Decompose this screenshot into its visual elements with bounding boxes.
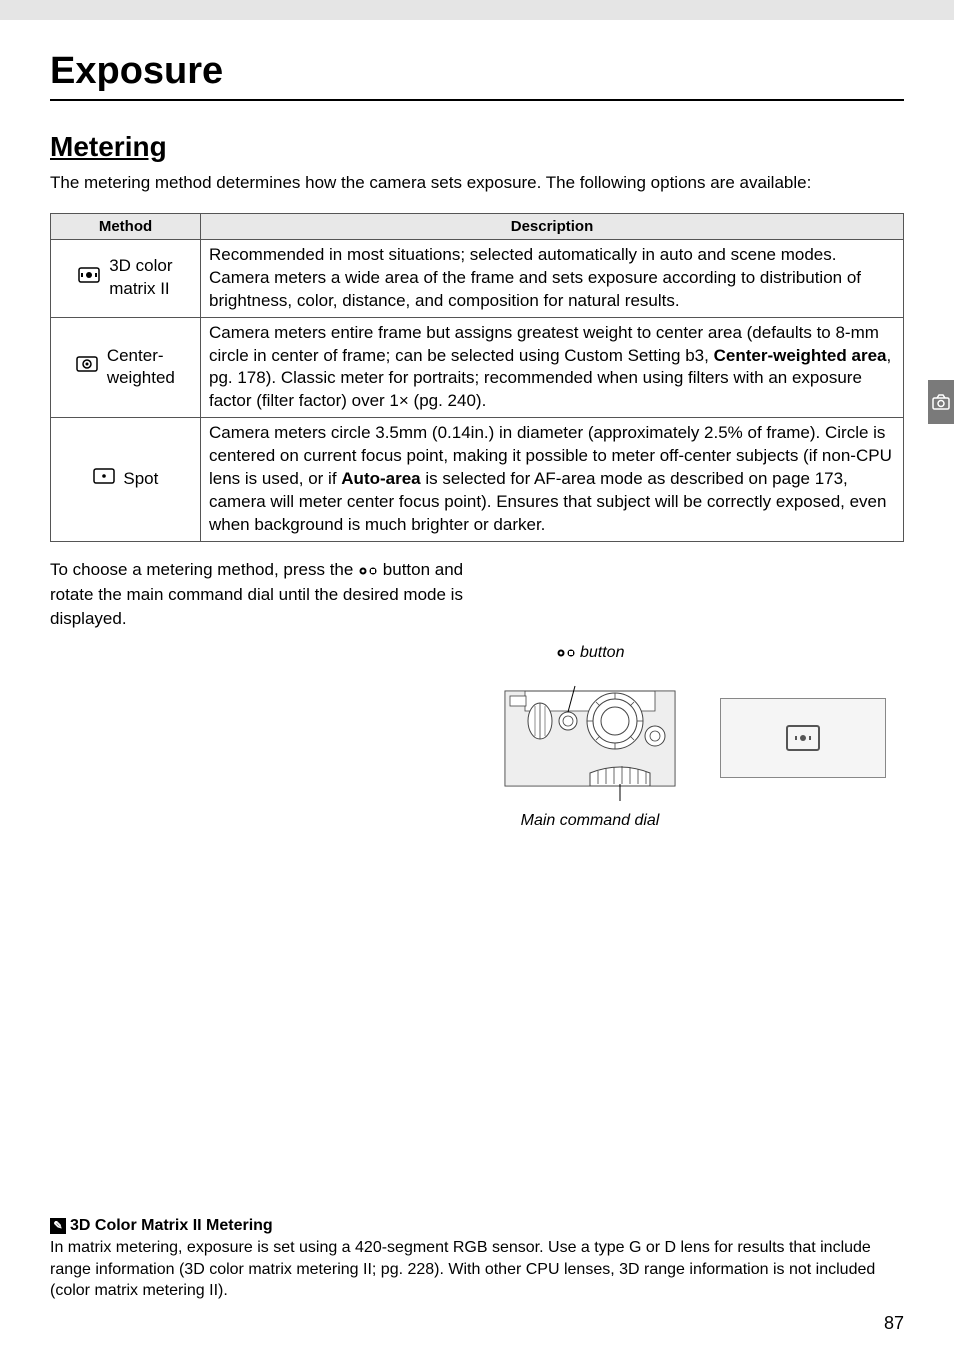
method-label: weighted [107,368,175,387]
metering-table: Method Description 3D color matrix II Re… [50,213,904,542]
page-title: Exposure [50,50,904,93]
method-cell-matrix: 3D color matrix II [51,239,201,317]
table-row: 3D color matrix II Recommended in most s… [51,239,904,317]
center-weighted-icon [76,356,98,379]
choose-method-paragraph: To choose a metering method, press the b… [50,558,470,632]
description-cell: Camera meters circle 3.5mm (0.14in.) in … [201,418,904,542]
metering-button-icon [358,565,378,577]
footnote-title-text: 3D Color Matrix II Metering [70,1217,273,1234]
metering-button-icon [556,647,576,659]
button-label-text: button [576,644,625,661]
method-label: Spot [123,469,158,488]
choose-text-pre: To choose a metering method, press the [50,560,358,579]
dial-caption: Main command dial [500,812,680,830]
table-row: Spot Camera meters circle 3.5mm (0.14in.… [51,418,904,542]
desc-bold: Center-weighted area [714,346,887,365]
top-gray-bar [0,0,954,20]
desc-bold: Auto-area [341,469,420,488]
figure-area: button [500,644,900,830]
page-number: 87 [884,1313,904,1334]
camera-icon [932,394,950,410]
button-caption: button [500,644,680,662]
section-subtitle: Metering [50,131,904,163]
method-label: 3D color [109,256,172,275]
col-header-description: Description [201,213,904,239]
description-cell: Camera meters entire frame but assigns g… [201,317,904,418]
method-label: Center- [107,346,164,365]
method-cell-spot: Spot [51,418,201,542]
side-tab [928,380,954,424]
col-header-method: Method [51,213,201,239]
lcd-display [720,698,886,778]
footnote-title: ✎3D Color Matrix II Metering [50,1217,904,1235]
matrix-icon [78,267,100,290]
table-row: Center- weighted Camera meters entire fr… [51,317,904,418]
lcd-matrix-icon [786,725,820,751]
footnote-section: ✎3D Color Matrix II Metering In matrix m… [50,1217,904,1302]
intro-paragraph: The metering method determines how the c… [50,171,904,195]
camera-top-diagram [500,666,680,806]
spot-icon [93,468,115,491]
title-underline [50,99,904,101]
footnote-text: In matrix metering, exposure is set usin… [50,1237,904,1302]
page-container: Exposure Metering The metering method de… [0,0,954,1352]
description-cell: Recommended in most situations; selected… [201,239,904,317]
note-icon: ✎ [50,1218,66,1234]
method-label: matrix II [109,279,169,298]
method-cell-center: Center- weighted [51,317,201,418]
